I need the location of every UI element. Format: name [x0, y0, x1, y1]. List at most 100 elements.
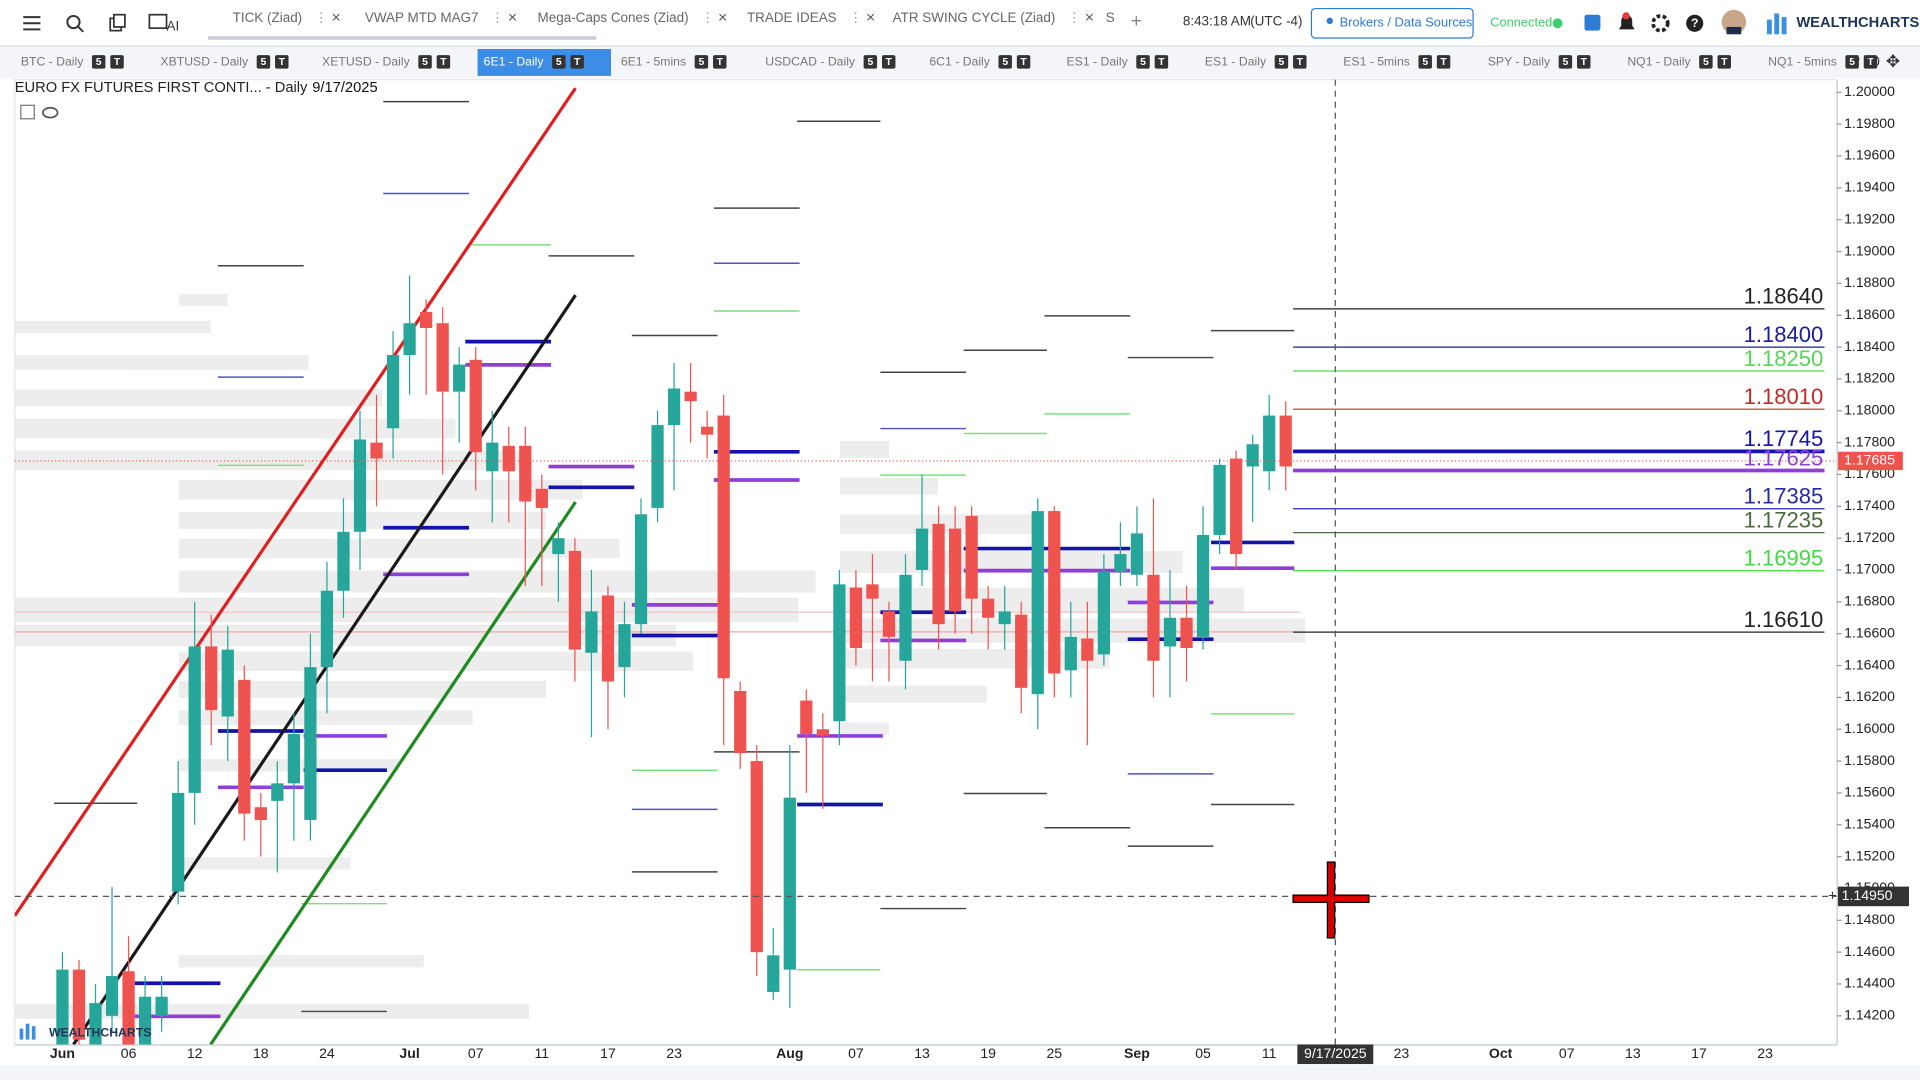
- layouts-button[interactable]: [109, 13, 126, 32]
- price-level-label: 1.17625: [1744, 445, 1824, 470]
- chart-tab[interactable]: XETUSD - Daily: [322, 55, 411, 69]
- tab-badge-label: T: [440, 57, 447, 68]
- chart-tab[interactable]: ES1 - Daily: [1067, 55, 1129, 69]
- workspace-tab[interactable]: VWAP MTD MAG7: [365, 10, 479, 25]
- indicator-add-button[interactable]: [20, 104, 35, 120]
- workspace-tab[interactable]: TICK (Ziad): [233, 10, 303, 25]
- candle-body: [238, 679, 251, 814]
- y-tick-label: 1.16800: [1844, 593, 1895, 609]
- y-tick-label: 1.14600: [1844, 943, 1895, 959]
- candle-body: [1064, 636, 1077, 671]
- chart-tab[interactable]: 6E1 - 5mins: [621, 55, 686, 69]
- tab-close[interactable]: ×: [718, 10, 727, 27]
- x-tick-label: Aug: [776, 1045, 803, 1061]
- candle-body: [370, 442, 383, 459]
- tab-badge: [1577, 55, 1591, 69]
- workspace-tab[interactable]: S: [1106, 10, 1115, 25]
- candle-body: [453, 364, 466, 392]
- candle-body: [221, 649, 234, 717]
- candle-body: [436, 323, 449, 392]
- broker-icon: [1326, 17, 1333, 24]
- tab-badge-label: 5: [261, 57, 267, 68]
- active-tab: [477, 48, 612, 76]
- tab-close[interactable]: ×: [866, 10, 875, 27]
- y-tick-label: 1.18600: [1844, 306, 1895, 322]
- tabs-scroll[interactable]: ✥: [1886, 51, 1900, 71]
- tab-close[interactable]: ×: [508, 10, 517, 27]
- x-tick-label: 11: [535, 1045, 550, 1061]
- chart-tab[interactable]: ES1 - 5mins: [1343, 55, 1410, 69]
- candle-body: [618, 624, 631, 668]
- chart-tab[interactable]: ES1 - Daily: [1205, 55, 1267, 69]
- tab-menu: ⋮: [701, 10, 714, 25]
- brokers-button[interactable]: [1310, 7, 1474, 39]
- clock: 8:43:18 AM: [1183, 14, 1251, 29]
- chart-tab[interactable]: XBTUSD - Daily: [160, 55, 249, 69]
- candle-body: [701, 426, 714, 435]
- help-button[interactable]: [1686, 14, 1704, 32]
- notifications-button[interactable]: [1618, 15, 1635, 30]
- chart-tabs-bar: [0, 46, 1920, 79]
- settings-button[interactable]: [1651, 14, 1670, 33]
- candle-body: [932, 523, 945, 625]
- price-level-label: 1.17745: [1744, 426, 1824, 451]
- price-level-label: 1.18010: [1744, 384, 1824, 409]
- chart-tab[interactable]: 6E1 - Daily: [484, 55, 545, 69]
- ai-button[interactable]: [148, 13, 168, 30]
- y-tick-label: 1.15600: [1844, 784, 1895, 800]
- x-tick-label: 23: [666, 1045, 682, 1061]
- menu-button[interactable]: [23, 16, 41, 31]
- tab-badge-label: T: [1158, 57, 1165, 68]
- x-tick-label: 05: [1195, 1045, 1211, 1061]
- chart-tab[interactable]: NQ1 - 5mins: [1768, 55, 1837, 69]
- tab-badge: [713, 55, 727, 69]
- workspace-tab[interactable]: TRADE IDEAS: [747, 10, 837, 25]
- tab-badge: [1717, 55, 1731, 69]
- candle-body: [138, 996, 152, 1045]
- candle-body: [552, 538, 565, 555]
- tab-badge-label: T: [717, 57, 724, 68]
- workspace-tab[interactable]: ATR SWING CYCLE (Ziad): [893, 10, 1056, 25]
- candle-body: [1015, 614, 1028, 688]
- tab-badge-label: 5: [1422, 57, 1428, 68]
- tab-badge: [1136, 55, 1150, 69]
- x-tick-label: 19: [980, 1045, 996, 1061]
- y-tick-label: 1.17200: [1844, 529, 1895, 545]
- chart-tab[interactable]: BTC - Daily: [21, 55, 84, 69]
- tab-badge-label: T: [1867, 57, 1874, 68]
- candle-body: [1163, 617, 1177, 647]
- chart-tab[interactable]: 6C1 - Daily: [929, 55, 990, 69]
- add-tab-button[interactable]: +: [1131, 10, 1142, 32]
- workspace-tab[interactable]: Mega-Caps Cones (Ziad): [538, 10, 689, 25]
- search-button[interactable]: [66, 14, 84, 33]
- x-tick-label: 17: [600, 1045, 616, 1061]
- brand-logo: [1766, 13, 1787, 35]
- tab-badge: [1699, 55, 1713, 69]
- y-tick-label: 1.17400: [1844, 497, 1895, 513]
- last-price-tag: [1837, 451, 1903, 471]
- visibility-toggle[interactable]: [42, 106, 59, 119]
- tab-badge-label: T: [886, 57, 893, 68]
- chart-tab[interactable]: SPY - Daily: [1488, 55, 1551, 69]
- save-button[interactable]: [1584, 14, 1601, 31]
- tab-badge: [1558, 55, 1573, 69]
- tab-badge-label: 5: [1562, 57, 1568, 68]
- x-tick-label: 24: [319, 1045, 335, 1061]
- tab-badge: [1274, 55, 1289, 69]
- candle-body: [1114, 554, 1127, 572]
- tab-badge-label: 5: [96, 57, 102, 68]
- chart-tab[interactable]: NQ1 - Daily: [1627, 55, 1691, 69]
- tab-badge-label: 5: [867, 57, 873, 68]
- x-tick-label: Sep: [1124, 1045, 1150, 1061]
- chart-tab[interactable]: USDCAD - Daily: [765, 55, 856, 69]
- tab-badge: [1418, 55, 1432, 69]
- candle-body: [634, 514, 648, 625]
- tabs-dropdown[interactable]: ▼: [1850, 55, 1862, 69]
- y-tick-label: 1.15800: [1844, 752, 1895, 768]
- tab-close[interactable]: ×: [1085, 10, 1094, 27]
- candle-body: [420, 312, 433, 328]
- tab-close[interactable]: ×: [332, 10, 341, 27]
- tab-badge: [863, 55, 878, 69]
- crosshair-add-button[interactable]: +: [1828, 888, 1837, 904]
